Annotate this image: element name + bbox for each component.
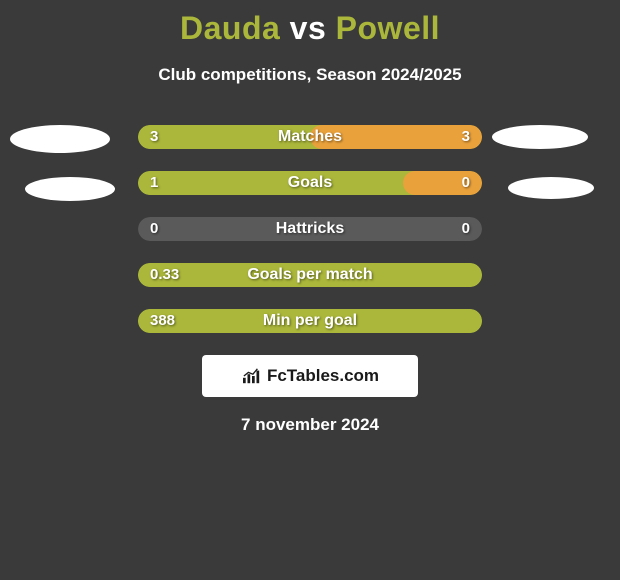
decorative-ellipse-0: [10, 125, 110, 153]
chart-area: 33Matches 10Goals 00Hattricks 0.33Goals per…: [0, 125, 620, 435]
vs-separator: vs: [290, 10, 327, 46]
player1-name: Dauda: [180, 10, 280, 46]
stat-label: Matches: [138, 125, 482, 149]
brand-text: FcTables.com: [267, 366, 379, 386]
stat-row: 00Hattricks: [138, 217, 482, 241]
stat-row: 388Min per goal: [138, 309, 482, 333]
decorative-ellipse-1: [25, 177, 115, 201]
date-line: 7 november 2024: [0, 415, 620, 435]
stat-row: 33Matches: [138, 125, 482, 149]
decorative-ellipse-2: [492, 125, 588, 149]
brand-pill: FcTables.com: [202, 355, 418, 397]
stat-rows: 33Matches 10Goals 00Hattricks 0.33Goals per…: [138, 125, 482, 333]
brand-chart-icon: [241, 367, 263, 385]
subtitle: Club competitions, Season 2024/2025: [0, 65, 620, 85]
stat-label: Hattricks: [138, 217, 482, 241]
stat-row: 10Goals: [138, 171, 482, 195]
stat-label: Min per goal: [138, 309, 482, 333]
player2-name: Powell: [336, 10, 440, 46]
comparison-title: Dauda vs Powell: [0, 0, 620, 47]
stat-row: 0.33Goals per match: [138, 263, 482, 287]
stat-label: Goals per match: [138, 263, 482, 287]
stat-label: Goals: [138, 171, 482, 195]
decorative-ellipse-3: [508, 177, 594, 199]
